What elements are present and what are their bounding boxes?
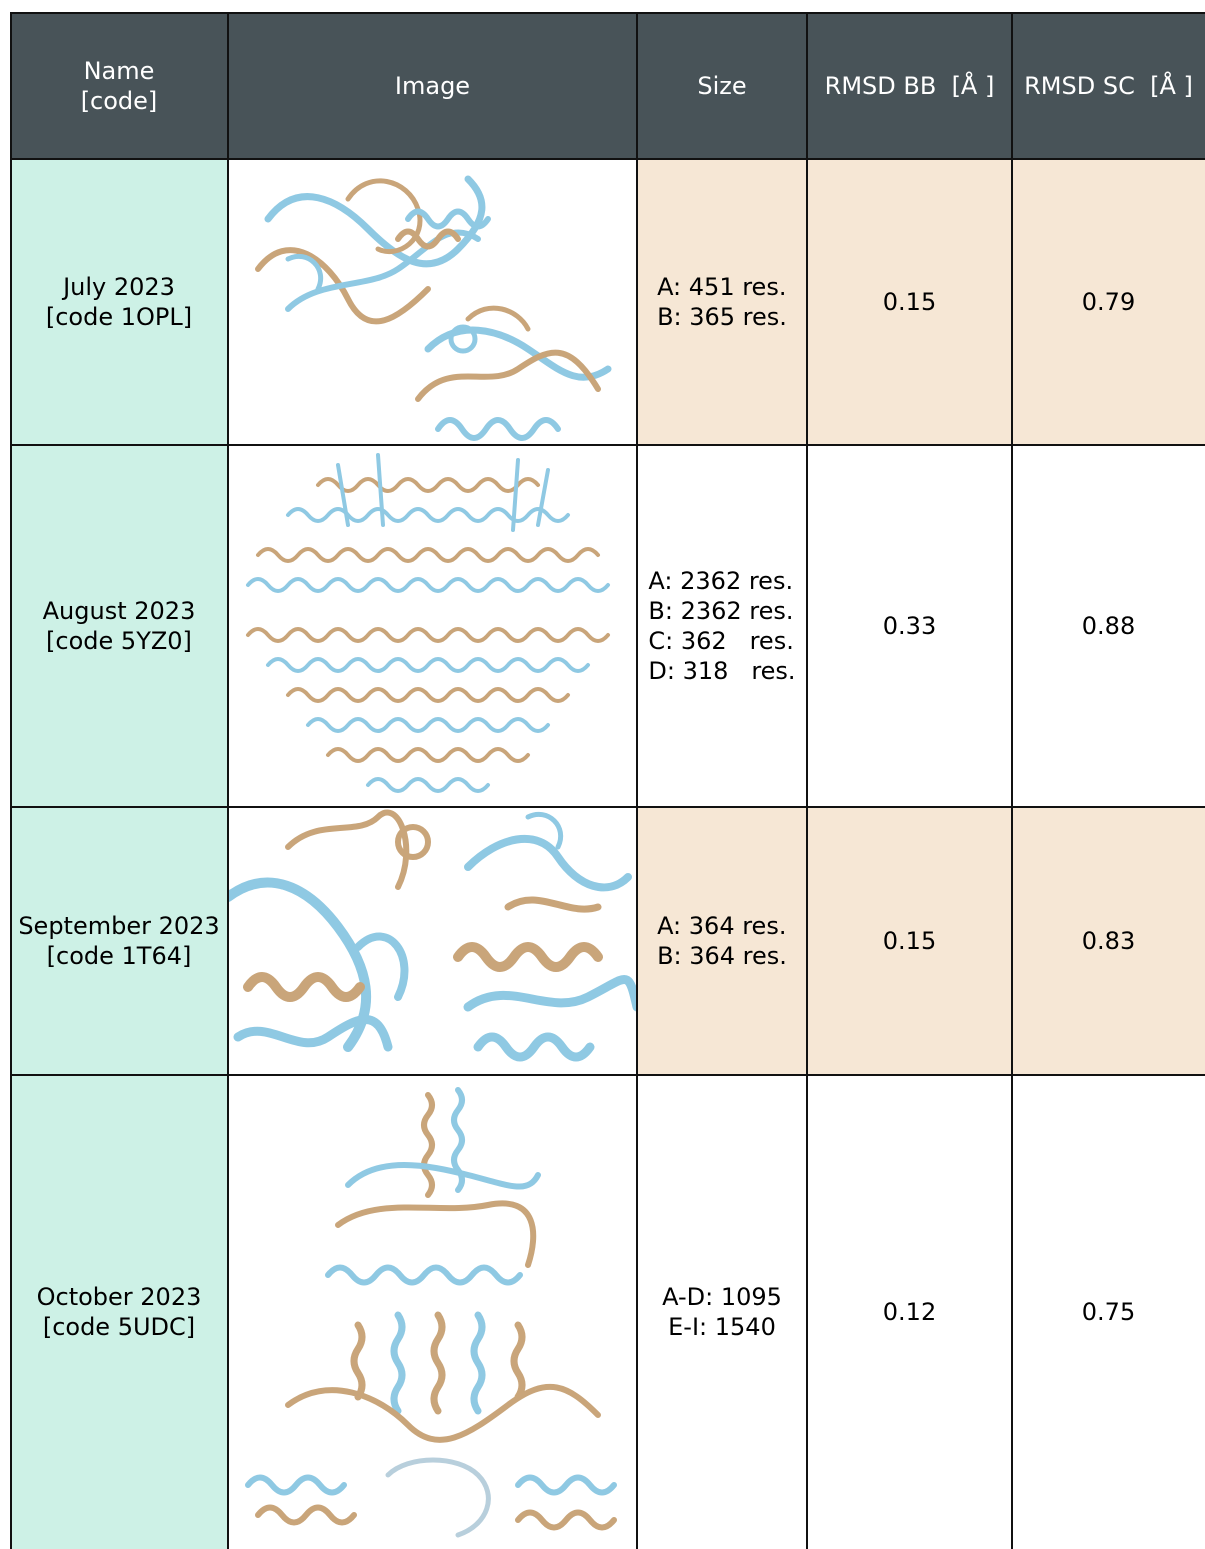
header-name-label: Name [code] — [80, 56, 158, 115]
protein-ribbon-image — [255, 175, 612, 441]
protein-structure-image — [228, 807, 637, 1075]
header-rmsd-sc-label: RMSD SC [Å ] — [1024, 71, 1193, 100]
table-row-rmsd-bb: 0.33 — [807, 445, 1012, 807]
divider — [806, 12, 808, 1549]
row-name-label: August 2023 [code 5YZ0] — [42, 597, 196, 655]
results-table: Name [code] Image Size RMSD BB [Å ] RMSD… — [10, 12, 1205, 1549]
table-row-name: August 2023 [code 5YZ0] — [10, 445, 228, 807]
row-rmsd-bb-value: 0.15 — [882, 288, 937, 316]
header-rmsd-bb-label: RMSD BB [Å ] — [824, 71, 995, 100]
row-rmsd-sc-value: 0.75 — [1081, 1298, 1136, 1326]
row-rmsd-bb-value: 0.33 — [882, 612, 937, 640]
protein-ribbon-image — [245, 1087, 617, 1538]
row-name-label: October 2023 [code 5UDC] — [36, 1283, 202, 1341]
divider — [10, 806, 1205, 808]
table-row-rmsd-sc: 0.79 — [1012, 159, 1205, 445]
row-size-label: A: 364 res. B: 364 res. — [657, 912, 787, 970]
table-row-name: October 2023 [code 5UDC] — [10, 1075, 228, 1549]
protein-ribbon-image — [228, 809, 637, 1062]
table-row-size: A-D: 1095 E-I: 1540 — [637, 1075, 807, 1549]
protein-ribbon-image — [246, 453, 610, 793]
row-rmsd-sc-value: 0.88 — [1081, 612, 1136, 640]
table-row-name: July 2023 [code 1OPL] — [10, 159, 228, 445]
divider — [10, 158, 1205, 160]
header-image-label: Image — [394, 71, 471, 100]
header-name: Name [code] — [10, 12, 228, 159]
table-row-size: A: 451 res. B: 365 res. — [637, 159, 807, 445]
table-row-rmsd-bb: 0.15 — [807, 159, 1012, 445]
protein-structure-image — [228, 159, 637, 445]
row-size-label: A: 451 res. B: 365 res. — [657, 273, 787, 331]
row-size-label: A-D: 1095 E-I: 1540 — [662, 1283, 782, 1341]
divider — [10, 12, 12, 1549]
row-name-label: September 2023 [code 1T64] — [18, 912, 220, 970]
table-row-name-bg — [10, 807, 228, 1075]
divider — [10, 12, 1205, 14]
row-rmsd-sc-value: 0.79 — [1081, 288, 1136, 316]
header-size: Size — [637, 12, 807, 159]
table-row-rmsd-sc: 0.75 — [1012, 1075, 1205, 1549]
header-rmsd-bb: RMSD BB [Å ] — [807, 12, 1012, 159]
row-rmsd-sc-value: 0.83 — [1081, 927, 1136, 955]
row-rmsd-bb-value: 0.15 — [882, 927, 937, 955]
row-size-label: A: 2362 res. B: 2362 res. C: 362 res. D:… — [648, 567, 796, 685]
table-row-name: September 2023 [code 1T64] — [10, 807, 228, 1075]
table-row-size: A: 364 res. B: 364 res. — [637, 807, 807, 1075]
protein-structure-image — [228, 1075, 637, 1549]
row-name-label: July 2023 [code 1OPL] — [45, 273, 193, 331]
protein-structure-image — [228, 445, 637, 807]
divider — [10, 1074, 1205, 1076]
row-rmsd-bb-value: 0.12 — [882, 1298, 937, 1326]
divider — [227, 12, 229, 1549]
divider — [1011, 12, 1013, 1549]
table-row-rmsd-sc: 0.88 — [1012, 445, 1205, 807]
header-size-label: Size — [697, 71, 747, 100]
header-rmsd-sc: RMSD SC [Å ] — [1012, 12, 1205, 159]
table-row-rmsd-sc: 0.83 — [1012, 807, 1205, 1075]
header-image: Image — [228, 12, 637, 159]
table-row-rmsd-bb: 0.12 — [807, 1075, 1012, 1549]
table-row-rmsd-bb: 0.15 — [807, 807, 1012, 1075]
table-row-size: A: 2362 res. B: 2362 res. C: 362 res. D:… — [637, 445, 807, 807]
divider — [636, 12, 638, 1549]
divider — [10, 444, 1205, 446]
